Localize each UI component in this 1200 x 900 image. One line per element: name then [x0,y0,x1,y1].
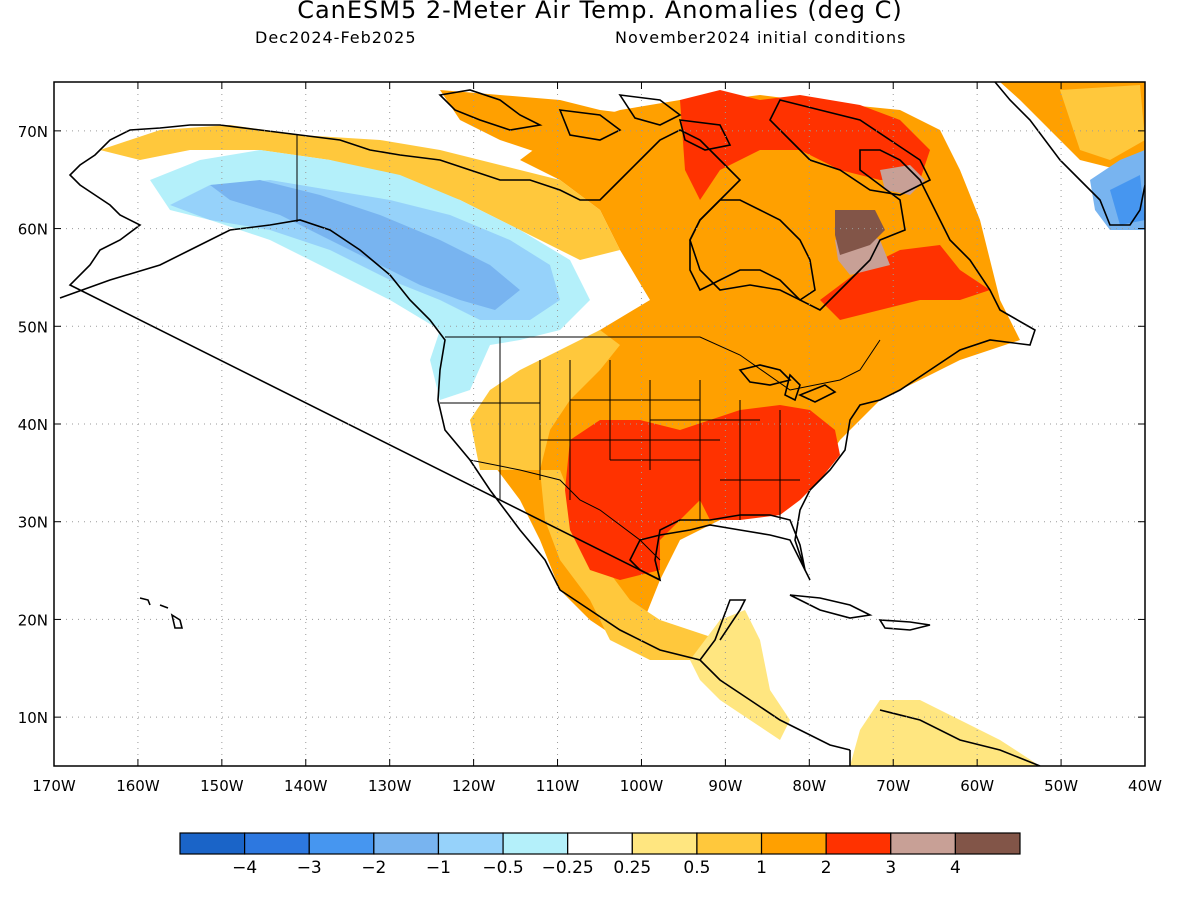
colorbar-label: 4 [950,858,961,878]
coastline-north-america [59,124,1041,766]
colorbar-swatch [502,832,569,855]
lon-tick-label: 50W [1044,777,1078,795]
anomaly-region-north-coast [100,125,620,260]
anomaly-region-texas [565,420,710,580]
lat-tick-label: 30N [18,514,48,532]
colorbar-label: −0.5 [482,858,523,878]
lon-tick-label: 170W [32,777,76,795]
lon-tick-label: 70W [876,777,910,795]
colorbar-swatch [631,832,698,855]
border-us-mexico [469,459,661,561]
coastline-hawaii [139,597,184,629]
anomaly-region-greenland-yellow [1060,85,1145,160]
colorbar: −4 −3 −2 −1 −0.5 −0.25 0.25 0.5 1 2 3 4 [179,832,1021,878]
coastline-greenland [994,82,1145,226]
coastlines [59,82,1145,766]
colorbar-label: 1 [756,858,767,878]
anomaly-region-hudson-strait [680,90,930,200]
coastline-arctic-islands [438,89,732,151]
anomaly-region-ohio-valley [680,405,840,520]
colorbar-swatch [437,832,504,855]
anomaly-region-labrador [820,245,990,320]
colorbar-swatch [179,832,246,855]
map-title: CanESM5 2-Meter Air Temp. Anomalies (deg… [297,0,903,24]
lat-tick-label: 20N [18,611,48,629]
colorbar-label: −4 [232,858,257,878]
anomaly-region-central-america [690,610,790,740]
coastline-hudson-bay [689,199,816,301]
colorbar-label: 2 [821,858,832,878]
colorbar-label: −2 [361,858,386,878]
coastline-great-lakes [738,364,837,403]
lon-tick-label: 150W [200,777,244,795]
lon-tick-label: 90W [708,777,742,795]
colorbar-label: 0.25 [613,858,651,878]
coastline-gulf-florida [629,524,811,581]
lon-tick-label: 40W [1128,777,1162,795]
lon-tick-label: 100W [620,777,664,795]
colorbar-label: −0.25 [542,858,594,878]
anomaly-region-greenland-deep-blue [1110,175,1145,225]
political-borders [296,135,881,561]
anomaly-region-arctic-islands [440,90,700,170]
latitude-ticks: 70N 60N 50N 40N 30N 20N 10N [18,123,1145,727]
lat-tick-label: 50N [18,318,48,336]
coastline-cuba [789,594,931,631]
lon-tick-label: 60W [960,777,994,795]
colorbar-swatch [244,832,310,855]
lat-tick-label: 40N [18,416,48,434]
lat-tick-label: 60N [18,221,48,239]
border-state-lines [440,337,800,520]
lon-tick-label: 110W [536,777,580,795]
lon-tick-label: 160W [116,777,160,795]
colorbar-swatch [567,832,633,855]
colorbar-swatch [890,832,956,855]
border-us-canada [445,336,881,391]
anomaly-region-western-us [470,330,720,660]
anomaly-region-ungava-brown [835,210,885,255]
anomaly-shading [100,82,1145,766]
colorbar-swatch [373,832,440,855]
colorbar-swatch [825,832,892,855]
colorbar-label: −3 [297,858,322,878]
lon-tick-label: 140W [284,777,328,795]
lat-tick-label: 70N [18,123,48,141]
longitude-ticks: 170W 160W 150W 140W 130W 120W 110W 100W 90W 80W 70… [32,82,1162,795]
colorbar-label: −1 [426,858,451,878]
coastline-baffin [769,99,932,196]
lon-tick-label: 80W [792,777,826,795]
lon-tick-label: 130W [368,777,412,795]
colorbar-swatch [760,832,827,855]
colorbar-swatch [696,832,763,855]
anomaly-region-bc-blue [210,180,520,310]
lon-tick-label: 120W [452,777,496,795]
initial-conditions-label: November2024 initial conditions [615,28,907,47]
colorbar-label: 0.5 [683,858,710,878]
colorbar-swatch [954,832,1021,855]
lat-tick-label: 10N [18,709,48,727]
colorbar-swatch [308,832,375,855]
forecast-period: Dec2024-Feb2025 [255,28,417,47]
colorbar-label: 3 [885,858,896,878]
